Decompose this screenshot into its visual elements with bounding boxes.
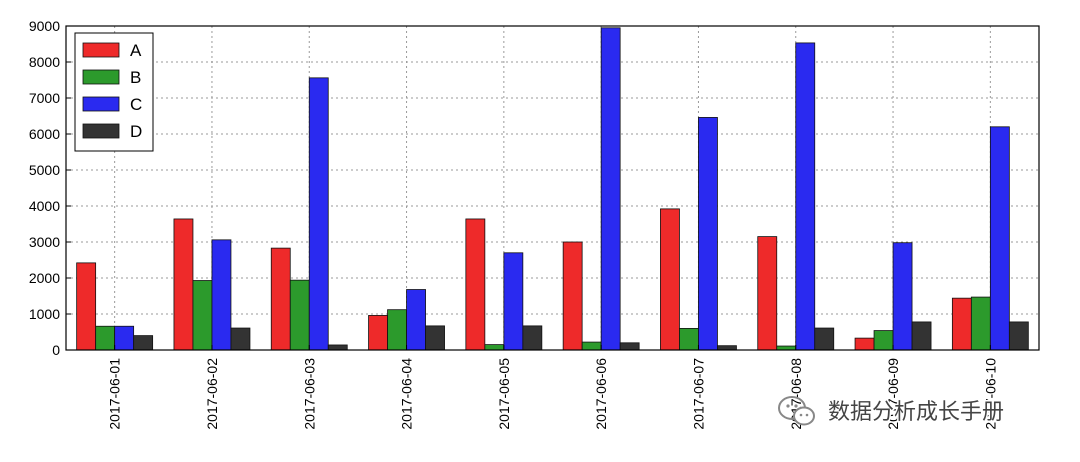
bar-C-2017-06-01 bbox=[114, 325, 135, 351]
y-tick-label: 3000 bbox=[29, 234, 60, 250]
bar-D-2017-06-05 bbox=[522, 325, 543, 351]
bar-A-2017-06-10 bbox=[951, 297, 972, 351]
y-tick-label: 0 bbox=[52, 342, 60, 358]
legend-swatch-A bbox=[82, 42, 120, 58]
bar-B-2017-06-03 bbox=[289, 279, 310, 351]
bar-C-2017-06-06 bbox=[600, 27, 621, 351]
y-tick-label: 8000 bbox=[29, 54, 60, 70]
bars-layer bbox=[76, 27, 1029, 351]
bar-B-2017-06-04 bbox=[387, 309, 407, 351]
bar-A-2017-06-02 bbox=[173, 218, 194, 351]
x-tick-label: 2017-06-03 bbox=[301, 358, 317, 430]
bar-D-2017-06-07 bbox=[717, 345, 737, 351]
bar-C-2017-06-08 bbox=[795, 42, 816, 351]
bar-B-2017-06-01 bbox=[95, 325, 116, 351]
watermark: 数据分析成长手册 bbox=[778, 396, 1006, 427]
bar-B-2017-06-06 bbox=[581, 341, 602, 351]
bar-A-2017-06-09 bbox=[854, 337, 875, 351]
y-tick-label: 4000 bbox=[29, 198, 60, 214]
x-tick-label: 2017-06-10 bbox=[982, 358, 998, 430]
y-tick-label: 6000 bbox=[29, 126, 60, 142]
bar-A-2017-06-01 bbox=[76, 262, 97, 351]
legend-label-A: A bbox=[130, 41, 142, 60]
x-tick-label: 2017-06-01 bbox=[107, 358, 123, 430]
x-tick-label: 2017-06-05 bbox=[496, 358, 512, 430]
bar-D-2017-06-10 bbox=[1008, 321, 1029, 351]
plot-frame bbox=[65, 25, 1040, 351]
bar-B-2017-06-07 bbox=[679, 327, 699, 351]
bar-B-2017-06-10 bbox=[970, 296, 991, 351]
bar-C-2017-06-05 bbox=[503, 252, 524, 351]
bar-D-2017-06-01 bbox=[133, 335, 154, 351]
bar-D-2017-06-08 bbox=[814, 327, 835, 351]
bar-A-2017-06-03 bbox=[270, 247, 291, 351]
x-tick-label: 2017-06-04 bbox=[399, 358, 415, 430]
y-tick-label: 7000 bbox=[29, 90, 60, 106]
axis-layer: 0 1000 2000 3000 4000 5000 6000 7000 8000 9000 201… bbox=[29, 18, 999, 430]
legend-swatch-C bbox=[82, 96, 120, 112]
bar-D-2017-06-03 bbox=[327, 344, 348, 351]
bar-C-2017-06-02 bbox=[211, 239, 232, 351]
bar-C-2017-06-07 bbox=[698, 117, 718, 351]
y-tick-label: 1000 bbox=[29, 306, 60, 322]
legend-label-C: C bbox=[130, 95, 142, 114]
bar-A-2017-06-05 bbox=[465, 218, 486, 351]
bar-A-2017-06-07 bbox=[660, 208, 680, 351]
legend-label-B: B bbox=[130, 68, 141, 87]
y-tick-label: 9000 bbox=[29, 18, 60, 34]
bar-C-2017-06-04 bbox=[406, 289, 426, 351]
bar-D-2017-06-06 bbox=[619, 342, 640, 351]
bar-B-2017-06-02 bbox=[192, 280, 213, 351]
legend-label-D: D bbox=[130, 122, 142, 141]
bar-B-2017-06-05 bbox=[484, 344, 505, 351]
x-tick-label: 2017-06-06 bbox=[593, 358, 609, 430]
legend-swatch-B bbox=[82, 69, 120, 85]
legend-swatch-D bbox=[82, 123, 120, 139]
bar-A-2017-06-04 bbox=[368, 315, 388, 351]
bar-C-2017-06-09 bbox=[892, 242, 913, 351]
bar-B-2017-06-09 bbox=[873, 330, 894, 351]
bar-A-2017-06-08 bbox=[757, 236, 778, 351]
bar-C-2017-06-03 bbox=[308, 77, 329, 351]
bar-C-2017-06-10 bbox=[989, 126, 1010, 351]
wechat-icon bbox=[778, 396, 815, 426]
watermark-text: 数据分析成长手册 bbox=[828, 400, 1004, 425]
bar-D-2017-06-09 bbox=[911, 321, 932, 351]
x-tick-label: 2017-06-02 bbox=[204, 358, 220, 430]
y-tick-label: 5000 bbox=[29, 162, 60, 178]
y-tick-label: 2000 bbox=[29, 270, 60, 286]
bar-A-2017-06-06 bbox=[562, 241, 583, 351]
bar-D-2017-06-02 bbox=[230, 327, 251, 351]
x-tick-label: 2017-06-07 bbox=[690, 358, 706, 430]
x-tick-label: 2017-06-09 bbox=[885, 358, 901, 430]
bar-D-2017-06-04 bbox=[425, 325, 445, 351]
